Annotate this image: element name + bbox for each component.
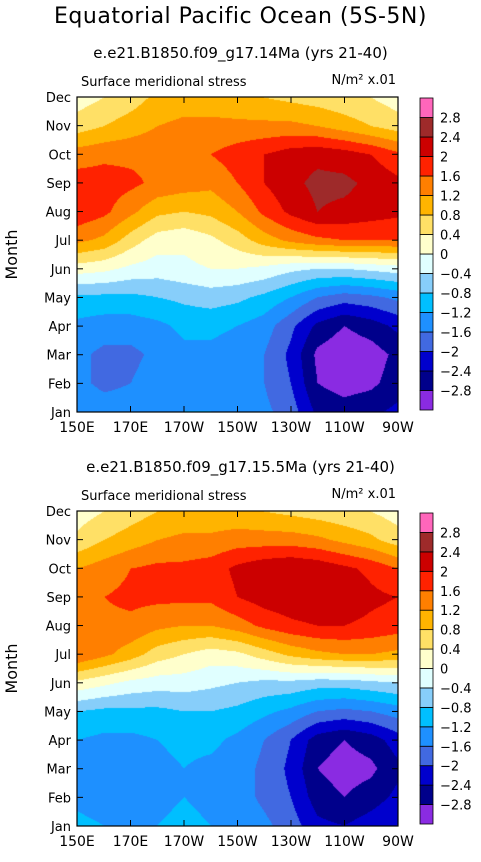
colorbar-label: 2.8 [440,526,461,541]
contour-field [77,97,398,412]
colorbar-label: 1.6 [440,170,461,185]
colorbar-label: −1.2 [440,721,472,736]
x-tick-label: 130W [271,420,312,436]
y-tick-label: Sep [46,591,71,606]
y-tick-label: Jul [54,648,71,663]
x-tick-label: 90W [382,420,414,436]
y-axis-label: Month [2,229,21,279]
colorbar-label: 0 [440,248,448,263]
colorbar-cell [419,706,434,728]
colorbar-label: 2 [440,565,448,580]
colorbar-label: 2.8 [440,112,461,127]
colorbar-label: 0.4 [440,643,461,658]
colorbar-label: −2.8 [440,799,472,814]
colorbar-label: −0.4 [440,268,472,283]
colorbar-label: −0.4 [440,682,472,697]
colorbar-label: 1.2 [440,190,461,205]
contour-field [77,511,398,826]
x-tick-label: 110W [324,834,365,850]
x-tick-label: 150E [59,420,95,436]
y-tick-label: Sep [46,177,71,192]
y-tick-label: Mar [46,349,71,364]
colorbar-label: 2 [440,151,448,166]
y-tick-label: Apr [49,734,72,749]
colorbar-label: −1.6 [440,326,472,341]
colorbar-label: 0.8 [440,209,461,224]
y-tick-label: Mar [46,763,71,778]
colorbar-label: 0 [440,663,448,678]
chart-subtitle: Surface meridional stress [81,489,247,504]
y-axis-label: Month [2,643,21,693]
y-tick-label: Dec [46,505,71,520]
colorbar-cell [419,590,434,611]
x-tick-label: 150E [59,834,95,850]
y-tick-label: Jan [50,406,71,421]
colorbar-label: −2.8 [440,385,472,400]
colorbar-label: 1.2 [440,604,461,619]
x-tick-label: 150W [217,834,258,850]
colorbar-cell [419,784,434,805]
colorbar-cell [419,668,434,689]
colorbar-cell [419,648,434,669]
page-title: Equatorial Pacific Ocean (5S-5N) [54,4,427,29]
x-tick-label: 110W [324,420,365,436]
y-tick-label: Nov [46,120,72,135]
y-tick-label: Feb [48,791,71,806]
colorbar-cell [419,551,434,572]
colorbar-label: −1.6 [440,740,472,755]
y-tick-label: Dec [46,91,71,106]
colorbar-cell [419,609,434,631]
colorbar-label: −2.4 [440,365,472,380]
colorbar-cell [419,726,434,747]
x-tick-label: 90W [382,834,414,850]
colorbar-label: 2.4 [440,546,461,561]
y-tick-label: Apr [49,320,72,335]
units-label: N/m² x.01 [332,73,396,88]
colorbar-cell [419,745,434,767]
y-tick-label: Jan [50,820,71,835]
colorbar-label: −0.8 [440,287,472,302]
colorbar-label: −0.8 [440,701,472,716]
y-tick-label: Jun [50,263,71,278]
colorbar-cell [419,687,434,708]
y-tick-label: Aug [46,206,71,221]
colorbar-cell [419,97,434,118]
y-tick-label: Oct [49,148,71,163]
colorbar-cell [419,629,434,650]
colorbar-label: 2.4 [440,131,461,146]
colorbar-cell [419,512,434,533]
y-tick-label: Feb [48,377,71,392]
x-tick-label: 130W [271,834,312,850]
colorbar-cell [419,804,434,825]
x-tick-label: 150W [217,420,258,436]
colorbar-label: −2 [440,760,459,775]
colorbar-label: 1.6 [440,585,461,600]
colorbar-cell [419,570,434,592]
y-tick-label: Oct [49,562,71,577]
y-tick-label: Nov [46,534,72,549]
colorbar-label: −1.2 [440,307,472,322]
x-tick-label: 170E [113,420,149,436]
units-label: N/m² x.01 [332,487,396,502]
x-tick-label: 170E [113,834,149,850]
chart-title: e.e21.B1850.f09_g17.14Ma (yrs 21-40) [93,44,387,63]
y-tick-label: May [44,291,71,306]
y-tick-label: Jun [50,677,71,692]
y-tick-label: Jul [54,234,71,249]
y-tick-label: May [44,705,71,720]
y-tick-label: Aug [46,620,71,635]
colorbar-label: 0.8 [440,624,461,639]
colorbar-label: 0.4 [440,229,461,244]
colorbar-cell [419,532,434,553]
colorbar-label: −2 [440,346,459,361]
chart-title: e.e21.B1850.f09_g17.15.5Ma (yrs 21-40) [86,458,395,477]
colorbar-label: −2.4 [440,779,472,794]
x-tick-label: 170W [164,834,205,850]
x-tick-label: 170W [164,420,205,436]
chart-subtitle: Surface meridional stress [81,75,247,90]
colorbar-cell [419,765,434,786]
